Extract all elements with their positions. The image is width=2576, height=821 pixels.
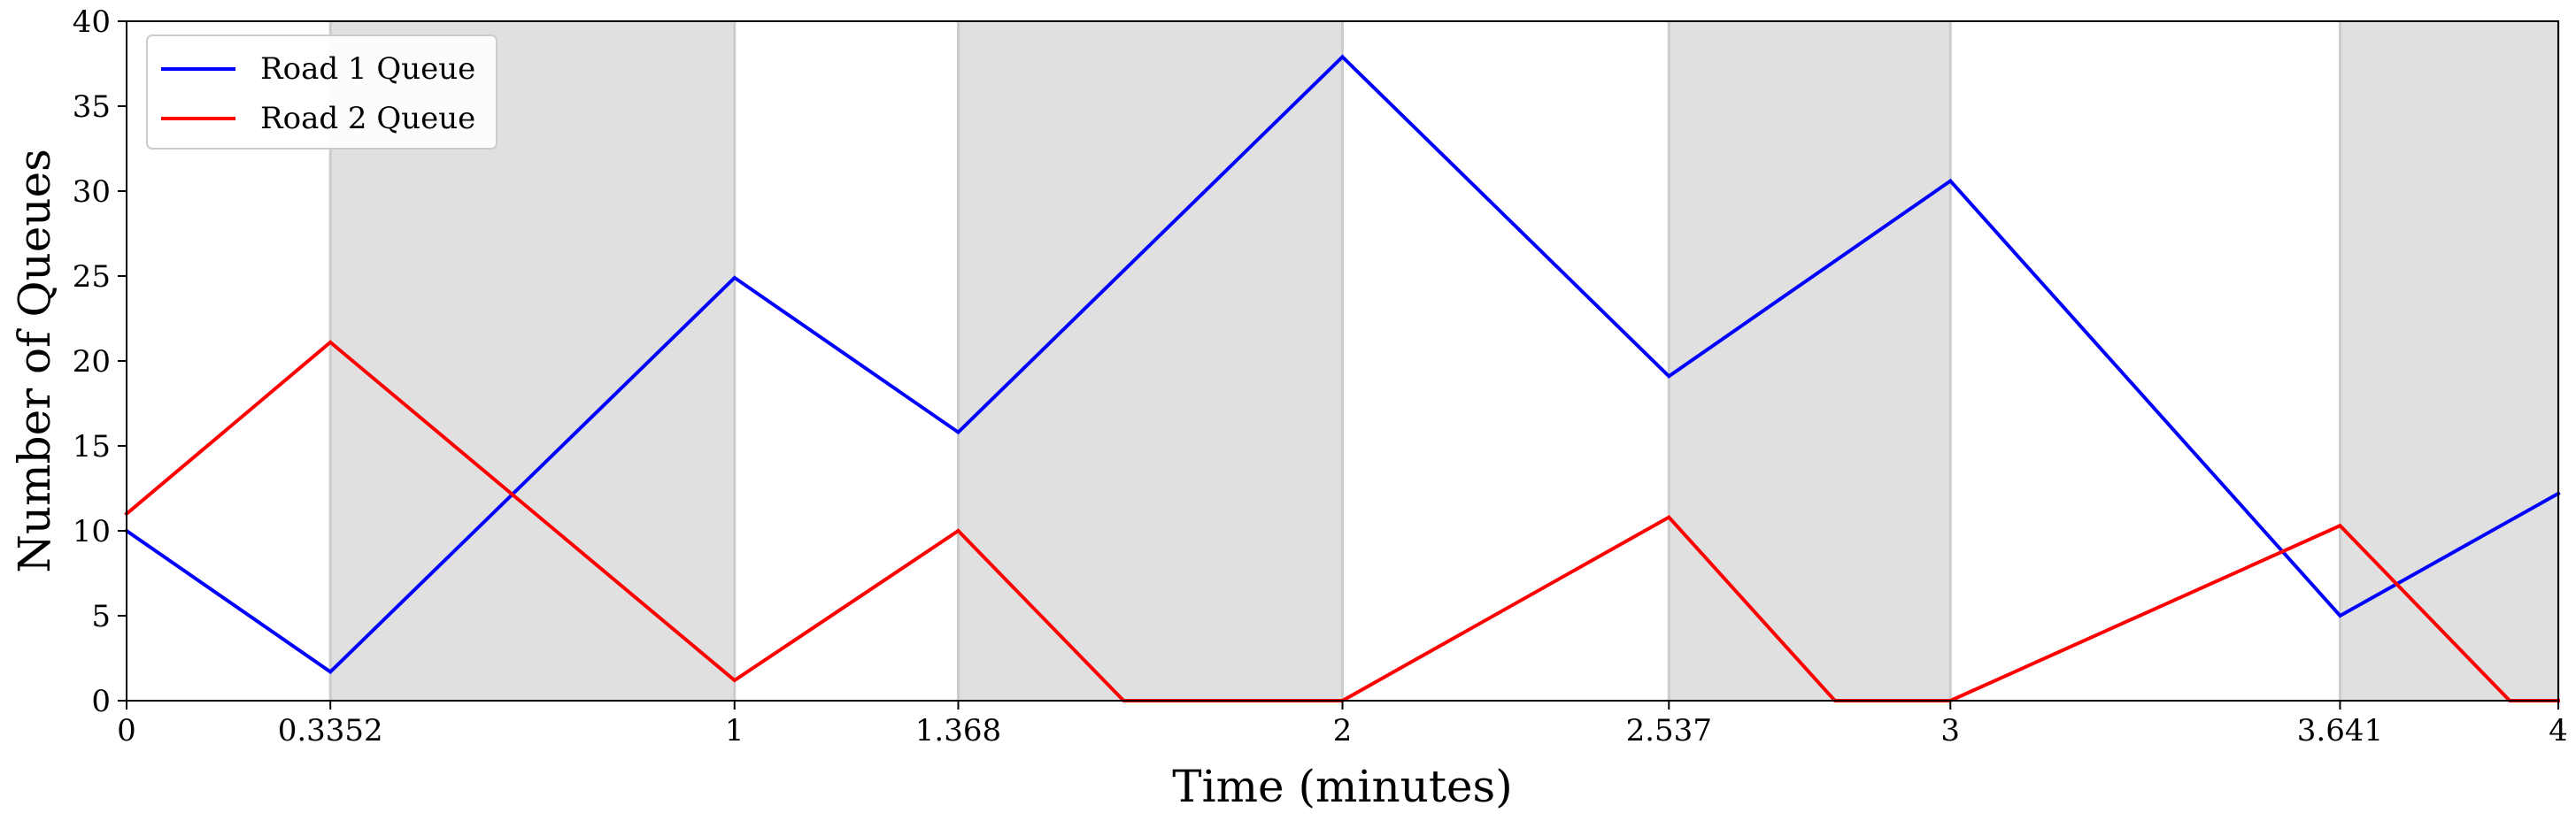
series-line-road-1: [124, 54, 2561, 674]
x-axis-title: Time (minutes): [1172, 761, 1512, 812]
x-tick-label: 2.537: [1626, 713, 1712, 748]
legend: Road 1 Queue Road 2 Queue: [146, 35, 497, 150]
x-tick-label: 4: [2549, 713, 2568, 748]
shaded-interval: [958, 21, 1343, 701]
y-axis-ticks: 0 5 10 15 20 25 30 35 40: [73, 4, 127, 719]
series-line-road-2: [124, 340, 2560, 702]
x-tick-label: 1: [725, 713, 744, 748]
y-tick-label: 25: [73, 259, 111, 295]
x-tick-label: 0: [117, 713, 136, 748]
y-tick-label: 5: [91, 599, 111, 634]
y-tick-label: 20: [73, 344, 111, 380]
y-tick-label: 30: [73, 174, 111, 210]
y-axis-title: Number of Queues: [9, 149, 60, 573]
x-tick-label: 3.641: [2297, 713, 2383, 748]
shaded-interval: [1669, 21, 1951, 701]
y-tick-label: 0: [91, 684, 111, 719]
legend-label-road-2: Road 2 Queue: [260, 101, 475, 136]
shaded-interval: [2340, 21, 2558, 701]
y-tick-label: 15: [73, 429, 111, 464]
x-axis-ticks: 0 0.3352 1 1.368 2 2.537 3 3.641 4: [117, 701, 2568, 748]
shaded-intervals: [328, 21, 2560, 701]
y-tick-label: 10: [73, 514, 111, 549]
series-lines: [124, 54, 2561, 702]
y-tick-label: 40: [73, 4, 111, 40]
legend-label-road-1: Road 1 Queue: [260, 51, 475, 87]
x-tick-label: 2: [1333, 713, 1353, 748]
x-tick-label: 0.3352: [278, 713, 383, 748]
y-tick-label: 35: [73, 89, 111, 125]
x-tick-label: 3: [1940, 713, 1960, 748]
x-tick-label: 1.368: [915, 713, 1001, 748]
